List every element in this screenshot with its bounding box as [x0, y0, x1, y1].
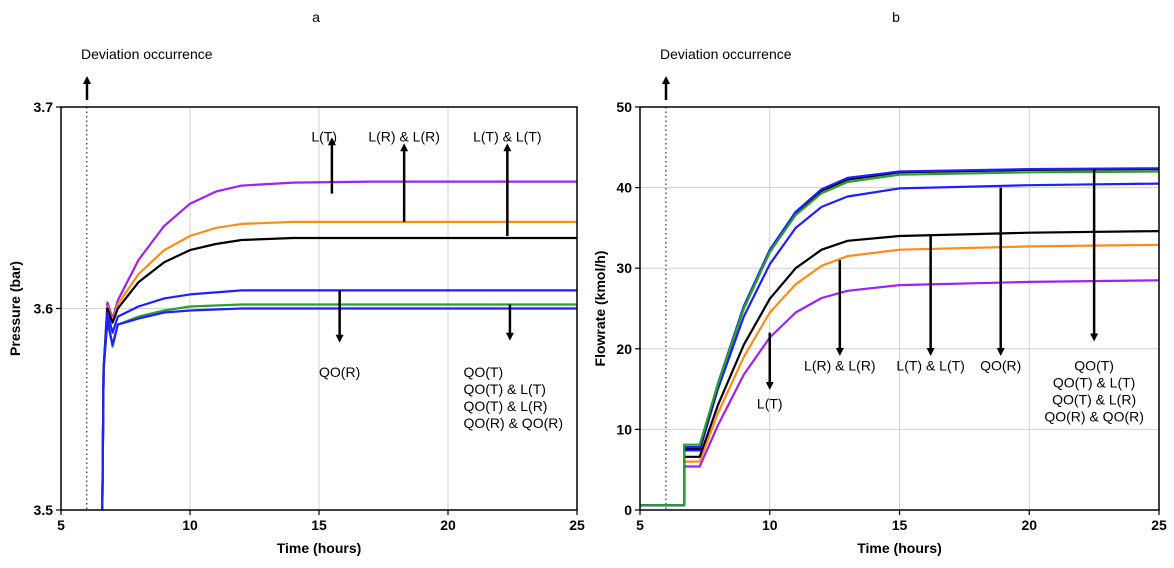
y-axis-title: Flowrate (kmol/h)	[592, 251, 608, 367]
annotation-label: QO(R) & QO(R)	[1044, 409, 1144, 425]
annotation-label: L(R) & L(R)	[804, 358, 876, 374]
chart-panel-b: b Deviation occurrence 5 10 15 20 25 0 10 20 30 40 5…	[592, 9, 1167, 556]
y-tick-label: 50	[616, 99, 632, 115]
y-tick-label: 30	[616, 260, 632, 276]
series-line-3	[101, 236, 577, 511]
x-axis-title: Time (hours)	[277, 540, 362, 556]
annotation-label: L(T) & L(T)	[896, 358, 964, 374]
y-tick-label: 10	[616, 421, 632, 437]
series-line-1	[101, 180, 577, 511]
x-tick-label: 15	[892, 517, 908, 533]
annotation-label: QO(T) & L(T)	[463, 381, 545, 397]
y-tick-label: 3.7	[34, 99, 54, 115]
y-tick-label: 0	[624, 502, 632, 518]
x-axis-title: Time (hours)	[857, 540, 942, 556]
x-tick-label: 20	[440, 517, 456, 533]
x-tick-label: 5	[57, 517, 65, 533]
deviation-label: Deviation occurrence	[660, 46, 792, 62]
y-tick-label: 20	[616, 341, 632, 357]
x-tick-label: 10	[762, 517, 778, 533]
annotation-label: QO(T)	[1074, 358, 1114, 374]
annotation-label: QO(R)	[980, 358, 1021, 374]
y-tick-label: 40	[616, 180, 632, 196]
panel-label: a	[312, 9, 320, 25]
y-tick-label: 3.5	[34, 502, 54, 518]
series-line-7	[640, 170, 1160, 507]
panel-label: b	[892, 9, 900, 25]
y-axis-title: Pressure (bar)	[7, 261, 23, 356]
deviation-label: Deviation occurrence	[81, 46, 213, 62]
chart-panel-a: a Deviation occurrence 5 10 15 20 25 3.5 3.6 3.7 T…	[7, 9, 585, 556]
x-tick-label: 25	[1151, 517, 1167, 533]
x-tick-label: 20	[1021, 517, 1037, 533]
x-tick-label: 25	[569, 517, 585, 533]
x-tick-label: 10	[182, 517, 198, 533]
annotation-label: L(T)	[757, 395, 783, 411]
annotation-label: L(T) & L(T)	[473, 128, 541, 144]
y-tick-label: 3.6	[34, 301, 54, 317]
annotation-label: QO(R) & QO(R)	[463, 415, 563, 431]
annotation-label: QO(T) & L(R)	[463, 398, 547, 414]
annotation-label: QO(T) & L(T)	[1053, 375, 1135, 391]
annotation-label: QO(T) & L(R)	[1052, 392, 1136, 408]
annotation-label: L(T)	[311, 128, 337, 144]
annotation-label: QO(T)	[463, 364, 503, 380]
annotation-label: QO(R)	[319, 364, 360, 380]
x-tick-label: 5	[636, 517, 644, 533]
annotation-label: L(R) & L(R)	[368, 128, 440, 144]
x-tick-label: 15	[311, 517, 327, 533]
